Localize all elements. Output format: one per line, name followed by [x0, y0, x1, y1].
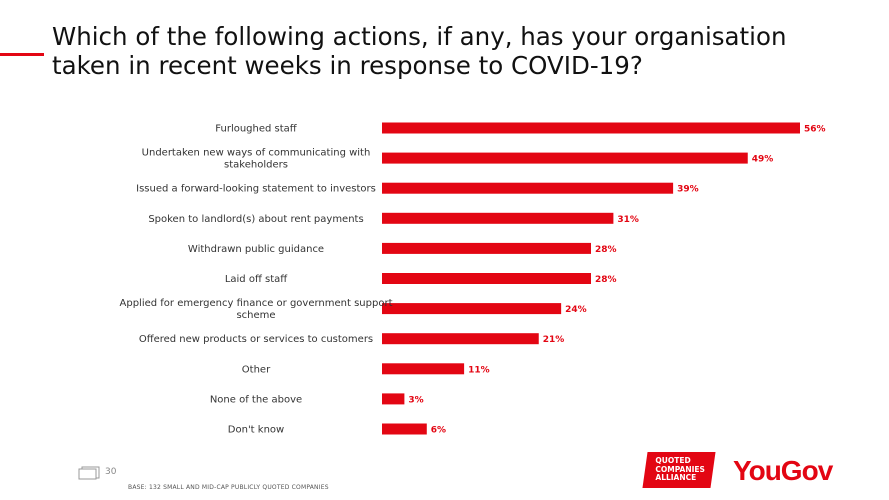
bar-value-label: 11% — [468, 365, 490, 375]
category-label: Other — [242, 364, 271, 375]
bar — [382, 182, 674, 194]
bar — [382, 242, 591, 254]
category-label: Applied for emergency finance or governm… — [120, 298, 393, 321]
page-number: 30 — [105, 467, 117, 477]
bar — [382, 393, 405, 405]
category-label: Spoken to landlord(s) about rent payment… — [148, 214, 363, 225]
bar — [382, 212, 614, 224]
qca-logo: QUOTED COMPANIES ALLIANCE — [642, 452, 716, 488]
bar-value-label: 39% — [677, 185, 699, 195]
category-label: Issued a forward-looking statement to in… — [136, 184, 376, 195]
bar-value-label: 56% — [804, 125, 826, 135]
category-label: None of the above — [210, 394, 302, 405]
bar — [382, 303, 562, 315]
slide-icon — [78, 466, 100, 480]
bar-value-label: 6% — [431, 426, 446, 436]
bar — [382, 363, 465, 375]
title-accent-line — [0, 53, 44, 56]
category-label: Offered new products or services to cust… — [139, 334, 373, 345]
bar — [382, 423, 427, 435]
qca-logo-text: QUOTED COMPANIES ALLIANCE — [655, 456, 705, 482]
bar — [382, 152, 748, 164]
yougov-logo: YouGov — [733, 455, 833, 486]
bar-value-label: 24% — [565, 305, 587, 315]
bar-value-label: 28% — [595, 275, 617, 285]
base-note: Base: 132 small and mid-cap publicly quo… — [128, 484, 329, 491]
bar — [382, 273, 591, 284]
category-label: Withdrawn public guidance — [188, 244, 324, 255]
bar-value-label: 28% — [595, 245, 617, 255]
category-label: Undertaken new ways of communicating wit… — [142, 148, 371, 171]
category-label: Furloughed staff — [215, 124, 298, 135]
bar — [382, 122, 800, 134]
category-label: Don't know — [228, 425, 284, 436]
bar-value-label: 21% — [543, 335, 565, 345]
bar-value-label: 3% — [408, 395, 423, 405]
page-title: Which of the following actions, if any, … — [52, 22, 787, 80]
bar-value-label: 49% — [752, 155, 774, 165]
category-label: Laid off staff — [225, 274, 288, 285]
bar — [382, 333, 539, 345]
bar-value-label: 31% — [617, 215, 639, 225]
